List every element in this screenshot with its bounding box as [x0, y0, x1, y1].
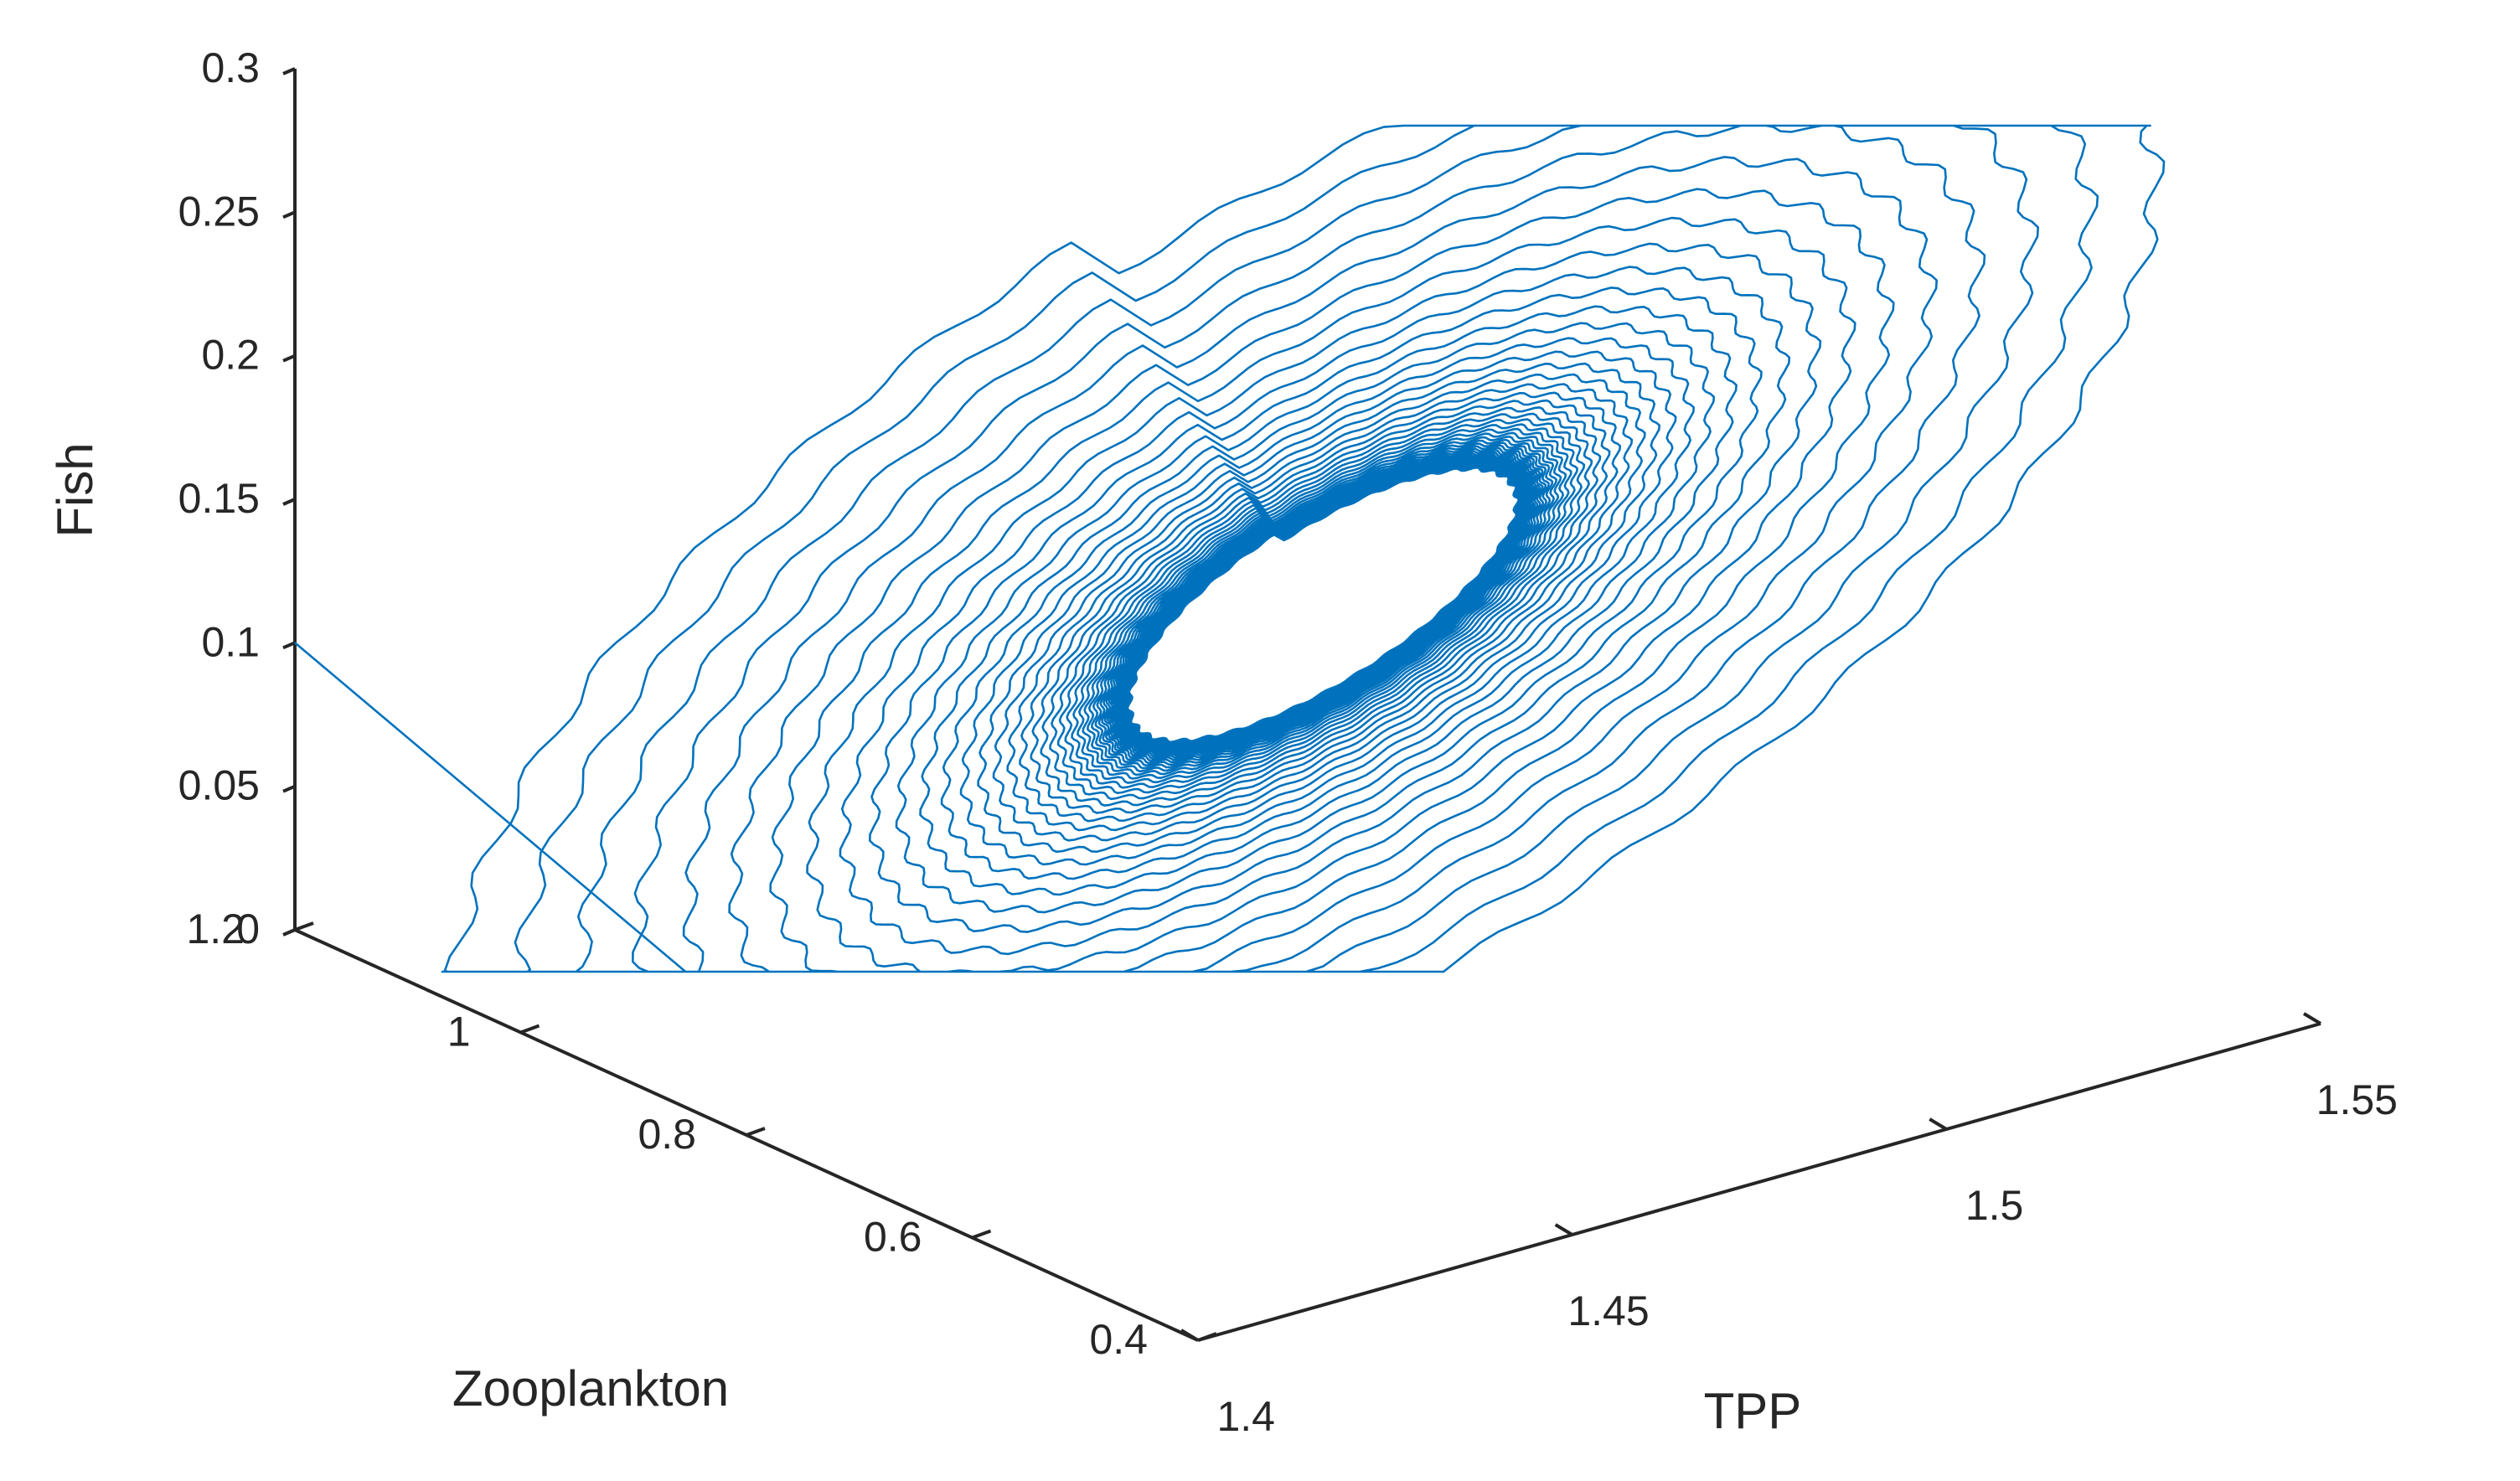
y-tick-mark: [294, 921, 314, 931]
x-tick-mark: [1180, 1329, 1200, 1342]
y-tick-mark: [1197, 1332, 1217, 1342]
x-tick-mark: [2302, 1012, 2322, 1025]
x-tick-label: 1.5: [1965, 1182, 2024, 1229]
trajectory-line: [294, 124, 2166, 973]
z-tick-mark: [282, 641, 296, 650]
x-tick-mark: [1554, 1223, 1573, 1236]
x-tick-label: 1.4: [1216, 1393, 1275, 1440]
x-axis-label: TPP: [1704, 1383, 1802, 1439]
z-tick-label: 0.2: [201, 332, 260, 379]
z-tick-mark: [282, 353, 296, 363]
y-tick-label: 0.8: [638, 1111, 696, 1158]
z-tick-mark: [282, 210, 296, 219]
x-tick-label: 1.45: [1567, 1287, 1649, 1334]
y-tick-mark: [519, 1024, 540, 1035]
y-axis-label: Zooplankton: [452, 1360, 729, 1416]
y-tick-label: 0.4: [1089, 1316, 1148, 1363]
z-tick-label: 0.3: [201, 44, 260, 91]
z-tick-mark: [282, 498, 296, 506]
z-tick-label: 0.15: [178, 475, 260, 522]
z-tick-label: 0.05: [178, 762, 260, 809]
y-tick-label: 1: [447, 1009, 471, 1055]
x-axis-line: [1197, 1022, 2321, 1342]
z-axis-label: Fish: [47, 442, 103, 537]
x-tick-label: 1.55: [2316, 1076, 2398, 1123]
z-tick-label: 0.25: [178, 188, 260, 235]
z-tick-mark: [282, 67, 296, 75]
z-tick-label: 0.1: [201, 618, 260, 665]
trajectory-layer: [294, 124, 2166, 973]
z-tick-mark: [282, 928, 296, 937]
y-tick-label: 1.2: [186, 906, 245, 952]
z-tick-label: 0: [236, 906, 260, 952]
tick-labels: 0 0.05 0.1 0.15 0.2 0.25 0.3 0.4 0.6 0.8 1 1.2 1.4 1.…: [178, 44, 2398, 1440]
x-tick-mark: [1929, 1117, 1948, 1131]
tick-marks: [282, 67, 2322, 1342]
y-tick-label: 0.6: [864, 1214, 922, 1261]
z-tick-mark: [282, 784, 296, 793]
y-tick-mark: [746, 1127, 766, 1137]
y-tick-mark: [971, 1229, 992, 1240]
